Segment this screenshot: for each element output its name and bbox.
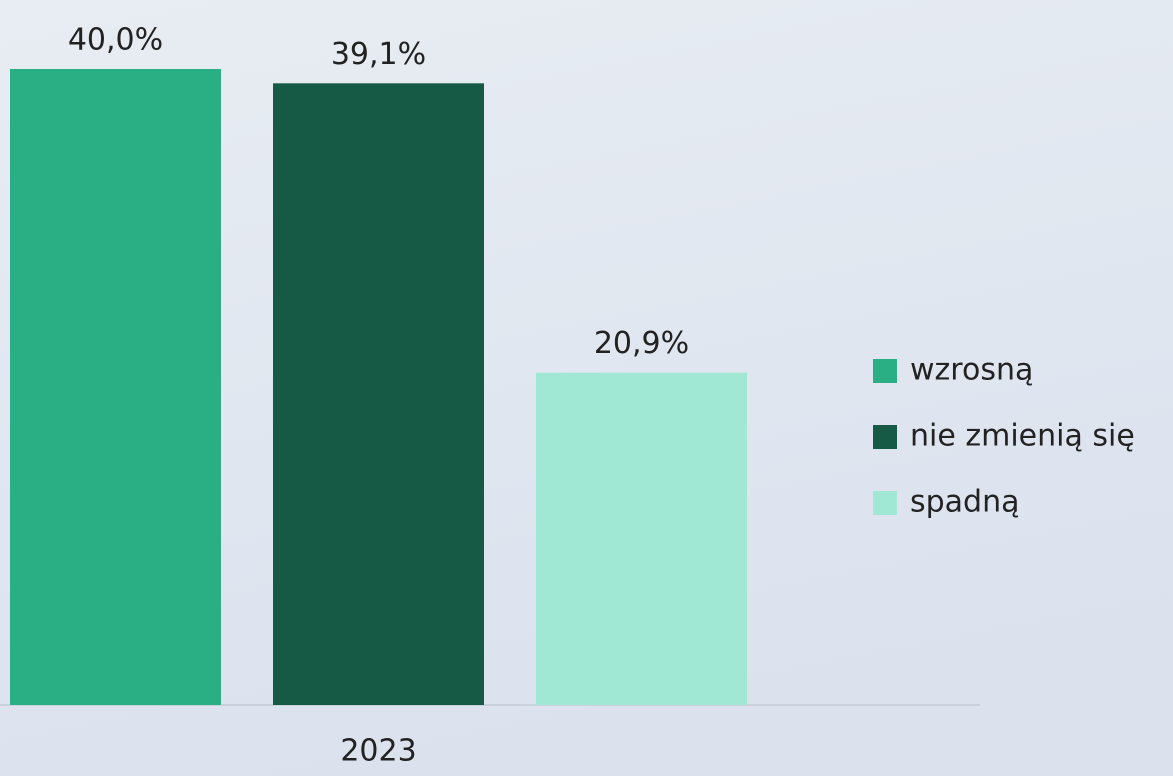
legend-swatch bbox=[873, 491, 897, 515]
bar bbox=[536, 372, 747, 705]
value-label: 39,1% bbox=[331, 37, 426, 72]
legend-label: wzrosną bbox=[910, 353, 1033, 388]
legend-swatch bbox=[873, 425, 897, 449]
bar bbox=[10, 69, 221, 705]
legend-swatch bbox=[873, 359, 897, 383]
value-label: 20,9% bbox=[594, 326, 689, 361]
value-label: 40,0% bbox=[68, 23, 163, 58]
bar bbox=[273, 83, 484, 705]
legend-label: spadną bbox=[910, 485, 1020, 520]
x-tick-label: 2023 bbox=[340, 734, 416, 769]
legend-label: nie zmienią się bbox=[910, 419, 1135, 454]
